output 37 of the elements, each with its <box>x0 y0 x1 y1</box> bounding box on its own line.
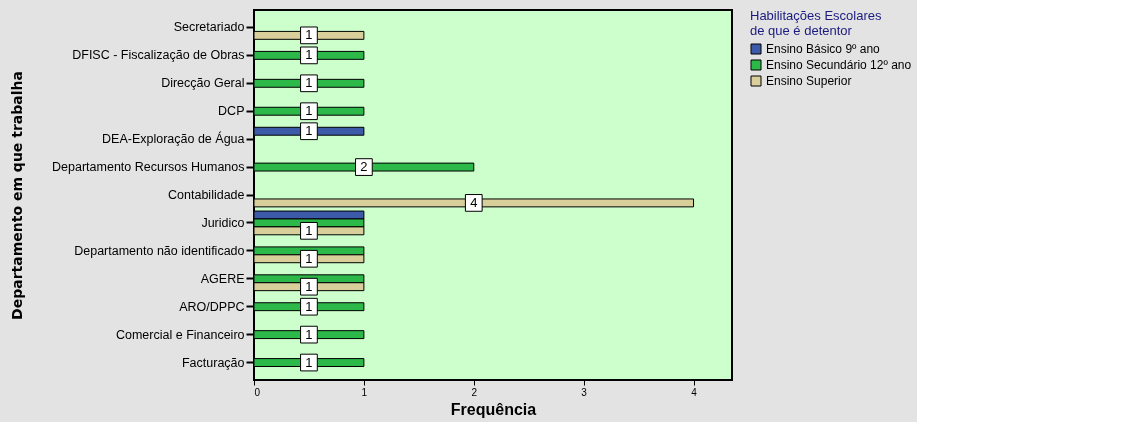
data-label: 1 <box>305 250 313 266</box>
y-tick-label: Contabilidade <box>168 188 245 202</box>
x-tick-label: 2 <box>471 386 478 398</box>
x-tick-label: 3 <box>581 386 588 398</box>
data-label: 1 <box>305 326 313 342</box>
y-tick-label: Juridico <box>201 215 245 230</box>
y-axis-title: Departamento em que trabalha <box>8 71 25 320</box>
data-label: 1 <box>305 103 313 119</box>
data-label: 1 <box>305 47 313 63</box>
data-label: 2 <box>360 159 368 175</box>
data-label: 1 <box>305 27 313 43</box>
y-tick-label: AGERE <box>200 271 245 286</box>
legend-label: Ensino Superior <box>766 74 852 88</box>
y-tick-label: DFISC - Fiscalização de Obras <box>72 48 245 63</box>
y-tick-label: Departamento Recursos Humanos <box>52 160 245 175</box>
y-tick-label: Comercial e Financeiro <box>115 327 245 342</box>
data-label: 1 <box>305 75 313 91</box>
y-tick-label: DCP <box>218 104 245 119</box>
data-label: 1 <box>305 298 313 314</box>
data-label: 1 <box>305 123 313 139</box>
x-tick-label: 4 <box>691 386 698 398</box>
legend-title: Habilitações Escolares de que é detentor <box>750 8 882 38</box>
data-label: 1 <box>305 278 313 294</box>
x-tick-label: 0 <box>254 386 261 398</box>
legend-label: Ensino Secundário 12º ano <box>766 58 912 72</box>
y-tick-label: ARO/DPPC <box>179 299 245 314</box>
x-axis-title: Frequência <box>450 400 537 418</box>
y-tick-label: Departamento não identificado <box>74 243 245 258</box>
y-tick-label: Secretariado <box>173 20 245 35</box>
data-label: 4 <box>470 194 478 210</box>
x-tick-label: 1 <box>361 386 368 398</box>
legend-label: Ensino Básico 9º ano <box>766 42 881 56</box>
y-tick-label: DEA-Exploração de Água <box>102 131 245 147</box>
data-label: 1 <box>305 354 313 370</box>
data-label: 1 <box>305 222 313 238</box>
y-tick-label: Direcção Geral <box>161 76 245 91</box>
y-tick-label: Facturação <box>181 355 245 370</box>
